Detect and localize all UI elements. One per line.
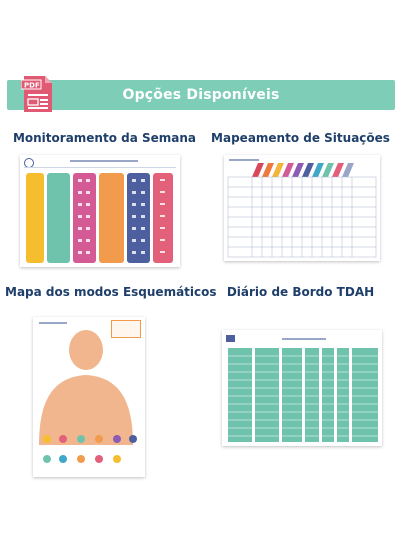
- section-title-situation-mapping: Mapeamento de Situações: [211, 131, 390, 145]
- weekly-monitoring-thumbnail[interactable]: [20, 155, 180, 267]
- situation-grid: [227, 163, 377, 258]
- schema-modes-map-thumbnail[interactable]: [33, 317, 145, 477]
- banner-title: Opções Disponíveis: [122, 87, 280, 103]
- section-title-adhd-logbook: Diário de Bordo TDAH: [226, 285, 375, 299]
- sheet-header-line: [282, 338, 326, 340]
- teal-column: [47, 173, 70, 263]
- pdf-document-icon: PDF: [20, 74, 55, 114]
- title-tag: [111, 320, 141, 338]
- body-silhouette: [39, 330, 133, 445]
- sheet-header-line: [39, 322, 67, 324]
- brand-logo: [226, 335, 235, 342]
- adhd-logbook-thumbnail[interactable]: [222, 330, 382, 446]
- yellow-column: [26, 173, 44, 263]
- rose-column: [153, 173, 173, 263]
- logbook-table: [228, 348, 378, 442]
- sheet-header-line: [70, 160, 138, 162]
- column-dots: [78, 179, 165, 254]
- options-banner: Opções Disponíveis: [7, 80, 395, 110]
- situation-mapping-thumbnail[interactable]: [224, 155, 380, 261]
- pdf-label: PDF: [24, 82, 40, 90]
- section-title-weekly-monitoring: Monitoramento da Semana: [12, 131, 197, 145]
- section-title-schema-modes-map: Mapa dos modos Esquemáticos: [5, 285, 217, 299]
- orange-column: [99, 173, 124, 263]
- sheet-header-line: [229, 159, 259, 161]
- header-underline: [24, 167, 176, 168]
- mode-figures-icon: [43, 435, 137, 463]
